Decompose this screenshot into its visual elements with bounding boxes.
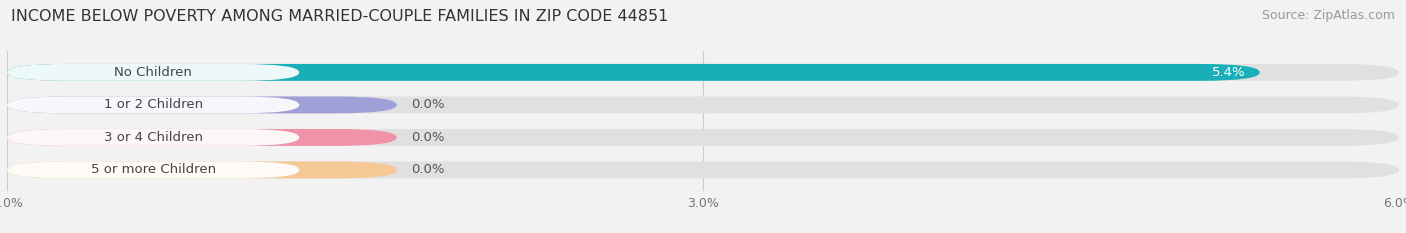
FancyBboxPatch shape <box>7 64 1399 81</box>
FancyBboxPatch shape <box>7 129 396 146</box>
FancyBboxPatch shape <box>7 96 1399 113</box>
Text: 1 or 2 Children: 1 or 2 Children <box>104 98 202 111</box>
FancyBboxPatch shape <box>7 129 1399 146</box>
Text: No Children: No Children <box>114 66 193 79</box>
Text: INCOME BELOW POVERTY AMONG MARRIED-COUPLE FAMILIES IN ZIP CODE 44851: INCOME BELOW POVERTY AMONG MARRIED-COUPL… <box>11 9 669 24</box>
FancyBboxPatch shape <box>7 96 299 113</box>
Text: Source: ZipAtlas.com: Source: ZipAtlas.com <box>1261 9 1395 22</box>
FancyBboxPatch shape <box>7 96 396 113</box>
Text: 0.0%: 0.0% <box>411 163 444 176</box>
FancyBboxPatch shape <box>7 161 299 178</box>
FancyBboxPatch shape <box>7 161 396 178</box>
Text: 3 or 4 Children: 3 or 4 Children <box>104 131 202 144</box>
Text: 5.4%: 5.4% <box>1212 66 1246 79</box>
FancyBboxPatch shape <box>7 64 299 81</box>
Text: 0.0%: 0.0% <box>411 131 444 144</box>
Text: 5 or more Children: 5 or more Children <box>90 163 215 176</box>
FancyBboxPatch shape <box>7 129 299 146</box>
Text: 0.0%: 0.0% <box>411 98 444 111</box>
FancyBboxPatch shape <box>7 64 1260 81</box>
FancyBboxPatch shape <box>7 161 1399 178</box>
